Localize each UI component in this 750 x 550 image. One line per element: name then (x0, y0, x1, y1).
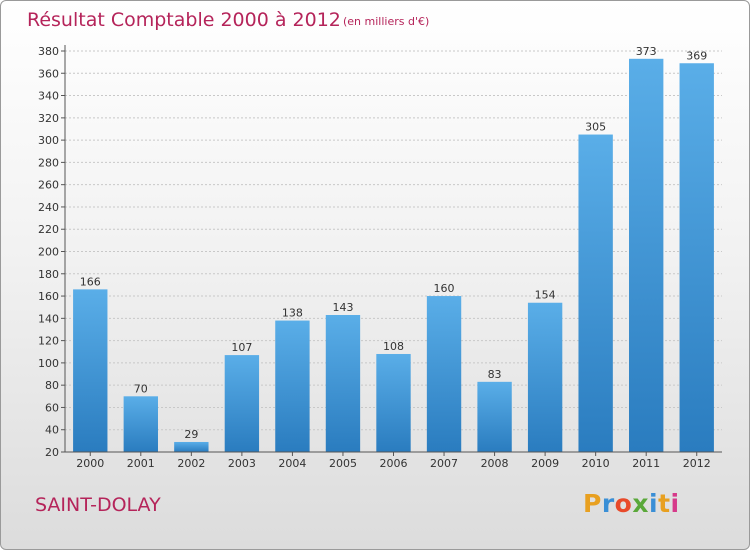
logo-letter: x (632, 489, 649, 518)
y-tick-label: 300 (38, 134, 59, 147)
y-tick-label: 200 (38, 246, 59, 259)
bar-2000 (73, 289, 108, 452)
x-tick-label: 2006 (380, 457, 408, 470)
proxiti-logo: Proxiti (583, 489, 680, 518)
x-tick-label: 2001 (127, 457, 155, 470)
labels: 20 40 60 80 100 120 140 160 180 200 220 240 260 280 30… (38, 45, 711, 470)
data-label: 373 (636, 45, 657, 58)
logo-letter: r (601, 489, 615, 518)
data-label: 108 (383, 340, 404, 353)
data-label: 369 (686, 49, 707, 62)
logo-letter: o (614, 489, 633, 518)
x-tick-label: 2000 (76, 457, 104, 470)
bar-2011 (629, 58, 664, 453)
axes (61, 45, 722, 456)
unit-note: (en milliers d'€) (343, 15, 430, 28)
x-tick-label: 2007 (430, 457, 458, 470)
y-tick-label: 180 (38, 268, 59, 281)
y-tick-label: 80 (45, 379, 59, 392)
data-label: 29 (184, 428, 198, 441)
y-tick-label: 220 (38, 223, 59, 236)
data-label: 143 (332, 301, 353, 314)
y-tick-label: 60 (45, 401, 59, 414)
logo-letter: t (658, 489, 671, 518)
bar-2012 (679, 63, 714, 452)
x-tick-label: 2004 (278, 457, 306, 470)
y-tick-label: 240 (38, 201, 59, 214)
x-tick-label: 2010 (582, 457, 610, 470)
data-label: 305 (585, 121, 606, 134)
y-tick-label: 40 (45, 424, 59, 437)
y-tick-label: 320 (38, 112, 59, 125)
x-tick-label: 2008 (481, 457, 509, 470)
x-tick-label: 2011 (632, 457, 660, 470)
x-tick-label: 2012 (683, 457, 711, 470)
chart-title: Résultat Comptable 2000 à 2012 (27, 9, 341, 31)
y-tick-label: 100 (38, 357, 59, 370)
logo-letter: i (670, 489, 680, 518)
bar-2003 (224, 355, 260, 452)
data-label: 107 (231, 341, 252, 354)
data-label: 138 (282, 307, 303, 320)
y-tick-label: 280 (38, 156, 59, 169)
logo-letter: P (583, 489, 602, 518)
bar-2008 (477, 381, 512, 452)
y-tick-label: 360 (38, 67, 59, 80)
y-tick-label: 260 (38, 179, 59, 192)
y-tick-label: 160 (38, 290, 59, 303)
x-tick-label: 2003 (228, 457, 256, 470)
bar-2005 (325, 314, 361, 452)
data-label: 160 (434, 282, 455, 295)
data-label: 83 (488, 368, 502, 381)
y-tick-label: 140 (38, 312, 59, 325)
commune-name: SAINT-DOLAY (35, 494, 161, 516)
bar-2001 (123, 396, 158, 452)
x-tick-label: 2009 (531, 457, 559, 470)
bar-2004 (275, 320, 310, 452)
data-label: 166 (80, 275, 101, 288)
bar-2007 (426, 296, 462, 452)
bar-2006 (376, 353, 411, 452)
logo-letter: i (649, 489, 659, 518)
data-label: 154 (535, 289, 556, 302)
bar-2009 (527, 302, 563, 452)
bars (73, 58, 714, 453)
data-label: 70 (134, 382, 148, 395)
y-tick-label: 20 (45, 446, 59, 459)
x-tick-label: 2002 (177, 457, 205, 470)
bar-2002 (174, 441, 209, 452)
bar-2010 (578, 134, 613, 452)
y-tick-label: 340 (38, 90, 59, 103)
y-tick-label: 380 (38, 45, 59, 58)
x-tick-label: 2005 (329, 457, 357, 470)
y-tick-label: 120 (38, 335, 59, 348)
